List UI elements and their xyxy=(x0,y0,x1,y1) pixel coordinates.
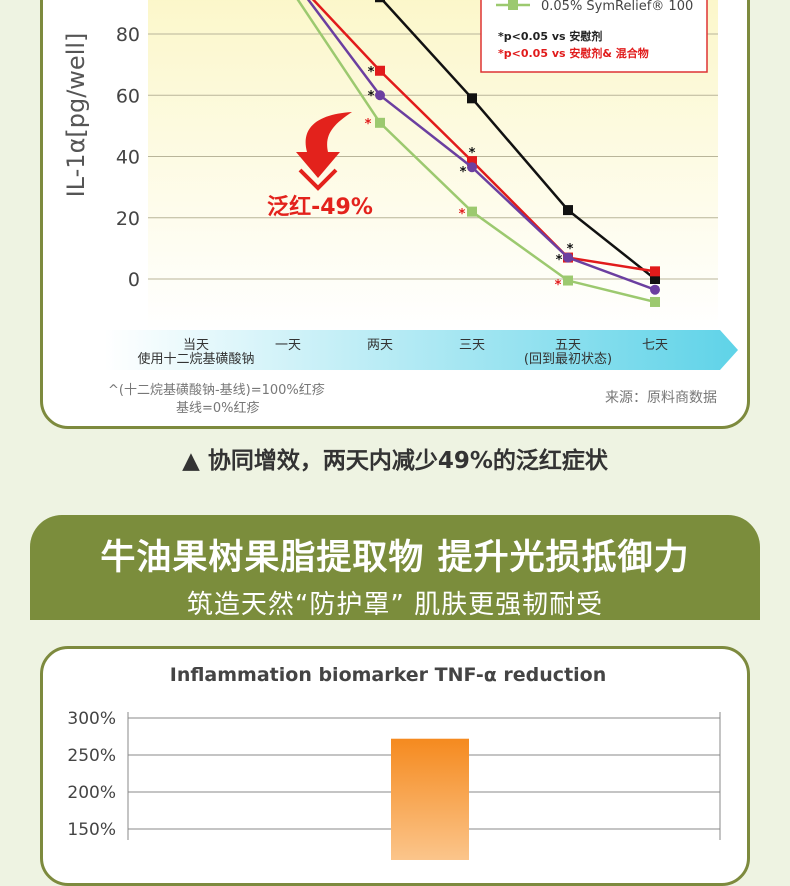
significance-asterisk: * xyxy=(469,146,476,161)
legend-label: 0.05% SymRelief® 100 xyxy=(541,0,693,14)
significance-asterisk: * xyxy=(556,253,563,268)
y-tick-label: 150% xyxy=(67,820,116,840)
x-tick-label: 两天 xyxy=(367,338,393,353)
banner-title: 牛油果树果脂提取物 提升光损抵御力 xyxy=(100,538,690,578)
series-point xyxy=(467,93,477,104)
series-point xyxy=(563,252,573,263)
significance-asterisk: * xyxy=(365,117,372,132)
banner-subtitle: 筑造天然“防护罩” 肌肤更强韧耐受 xyxy=(186,590,604,620)
y-tick-label: 0 xyxy=(128,269,140,291)
series-point xyxy=(650,284,660,295)
series-point xyxy=(467,162,477,173)
footnote: 基线=0%红疹 xyxy=(176,400,260,416)
down-arrow-icon xyxy=(296,112,352,178)
significance-asterisk: * xyxy=(555,278,562,293)
y-tick-label: 200% xyxy=(67,783,116,803)
y-tick-label: 80 xyxy=(116,24,140,46)
significance-asterisk: * xyxy=(567,242,574,257)
series-point xyxy=(650,274,660,284)
significance-asterisk: * xyxy=(368,89,375,104)
series-point xyxy=(375,0,385,3)
series-point xyxy=(467,206,477,217)
il1a-chart-card: 80 60 40 20 0 IL-1α[pg/well] 当天 使用十二烷基磺酸钠 一天 两天 三天… xyxy=(40,0,750,429)
x-tick-sublabel: 使用十二烷基磺酸钠 xyxy=(137,351,254,367)
series-point xyxy=(650,266,660,277)
y-axis-label: IL-1α[pg/well] xyxy=(62,33,90,198)
section-banner: 牛油果树果脂提取物 提升光损抵御力 筑造天然“防护罩” 肌肤更强韧耐受 xyxy=(30,515,760,620)
down-arrow-chevron-icon xyxy=(298,168,338,191)
tnf-chart-card: Inflammation biomarker TNF-α reduction 30… xyxy=(40,646,750,886)
y-tick-label: 300% xyxy=(67,709,116,729)
x-tick-label: 七天 xyxy=(642,338,668,353)
legend-note: *p<0.05 vs 安慰剂 xyxy=(498,29,602,43)
x-tick-label: 当天 xyxy=(183,338,209,353)
legend-box xyxy=(480,0,708,73)
series-point xyxy=(375,65,385,76)
y-tick-label: 40 xyxy=(116,147,140,169)
significance-asterisk: * xyxy=(459,207,466,222)
tnf-bar-chart: Inflammation biomarker TNF-α reduction 30… xyxy=(67,664,721,860)
x-tick-label: 一天 xyxy=(275,338,301,353)
footnote: ^(十二烷基磺酸钠-基线)=100%红疹 xyxy=(108,382,325,398)
data-bar xyxy=(391,738,469,860)
x-tick-sublabel: (回到最初状态) xyxy=(524,352,612,367)
source-note: 来源：原料商数据 xyxy=(605,390,717,406)
series-point xyxy=(563,205,573,216)
y-tick-label: 60 xyxy=(116,85,140,107)
significance-asterisk: * xyxy=(460,165,467,180)
significance-asterisk: * xyxy=(368,65,375,80)
y-tick-label: 250% xyxy=(67,746,116,766)
legend-note-red: *p<0.05 vs 安慰剂& 混合物 xyxy=(498,46,649,60)
series-point xyxy=(563,275,573,286)
series-point xyxy=(650,296,660,307)
y-tick-label: 20 xyxy=(116,208,140,230)
chart-title: Inflammation biomarker TNF-α reduction xyxy=(170,664,607,686)
x-tick-label: 三天 xyxy=(459,338,485,353)
series-point xyxy=(375,90,385,101)
series-point xyxy=(375,117,385,128)
legend-marker xyxy=(508,0,518,10)
series-point xyxy=(467,156,477,167)
callout-text: 泛红-49% xyxy=(267,194,373,220)
chart1-caption: ▲ 协同增效，两天内减少49%的泛红症状 xyxy=(182,448,608,474)
x-axis-band xyxy=(105,330,738,370)
x-tick-label: 五天 xyxy=(555,338,581,353)
